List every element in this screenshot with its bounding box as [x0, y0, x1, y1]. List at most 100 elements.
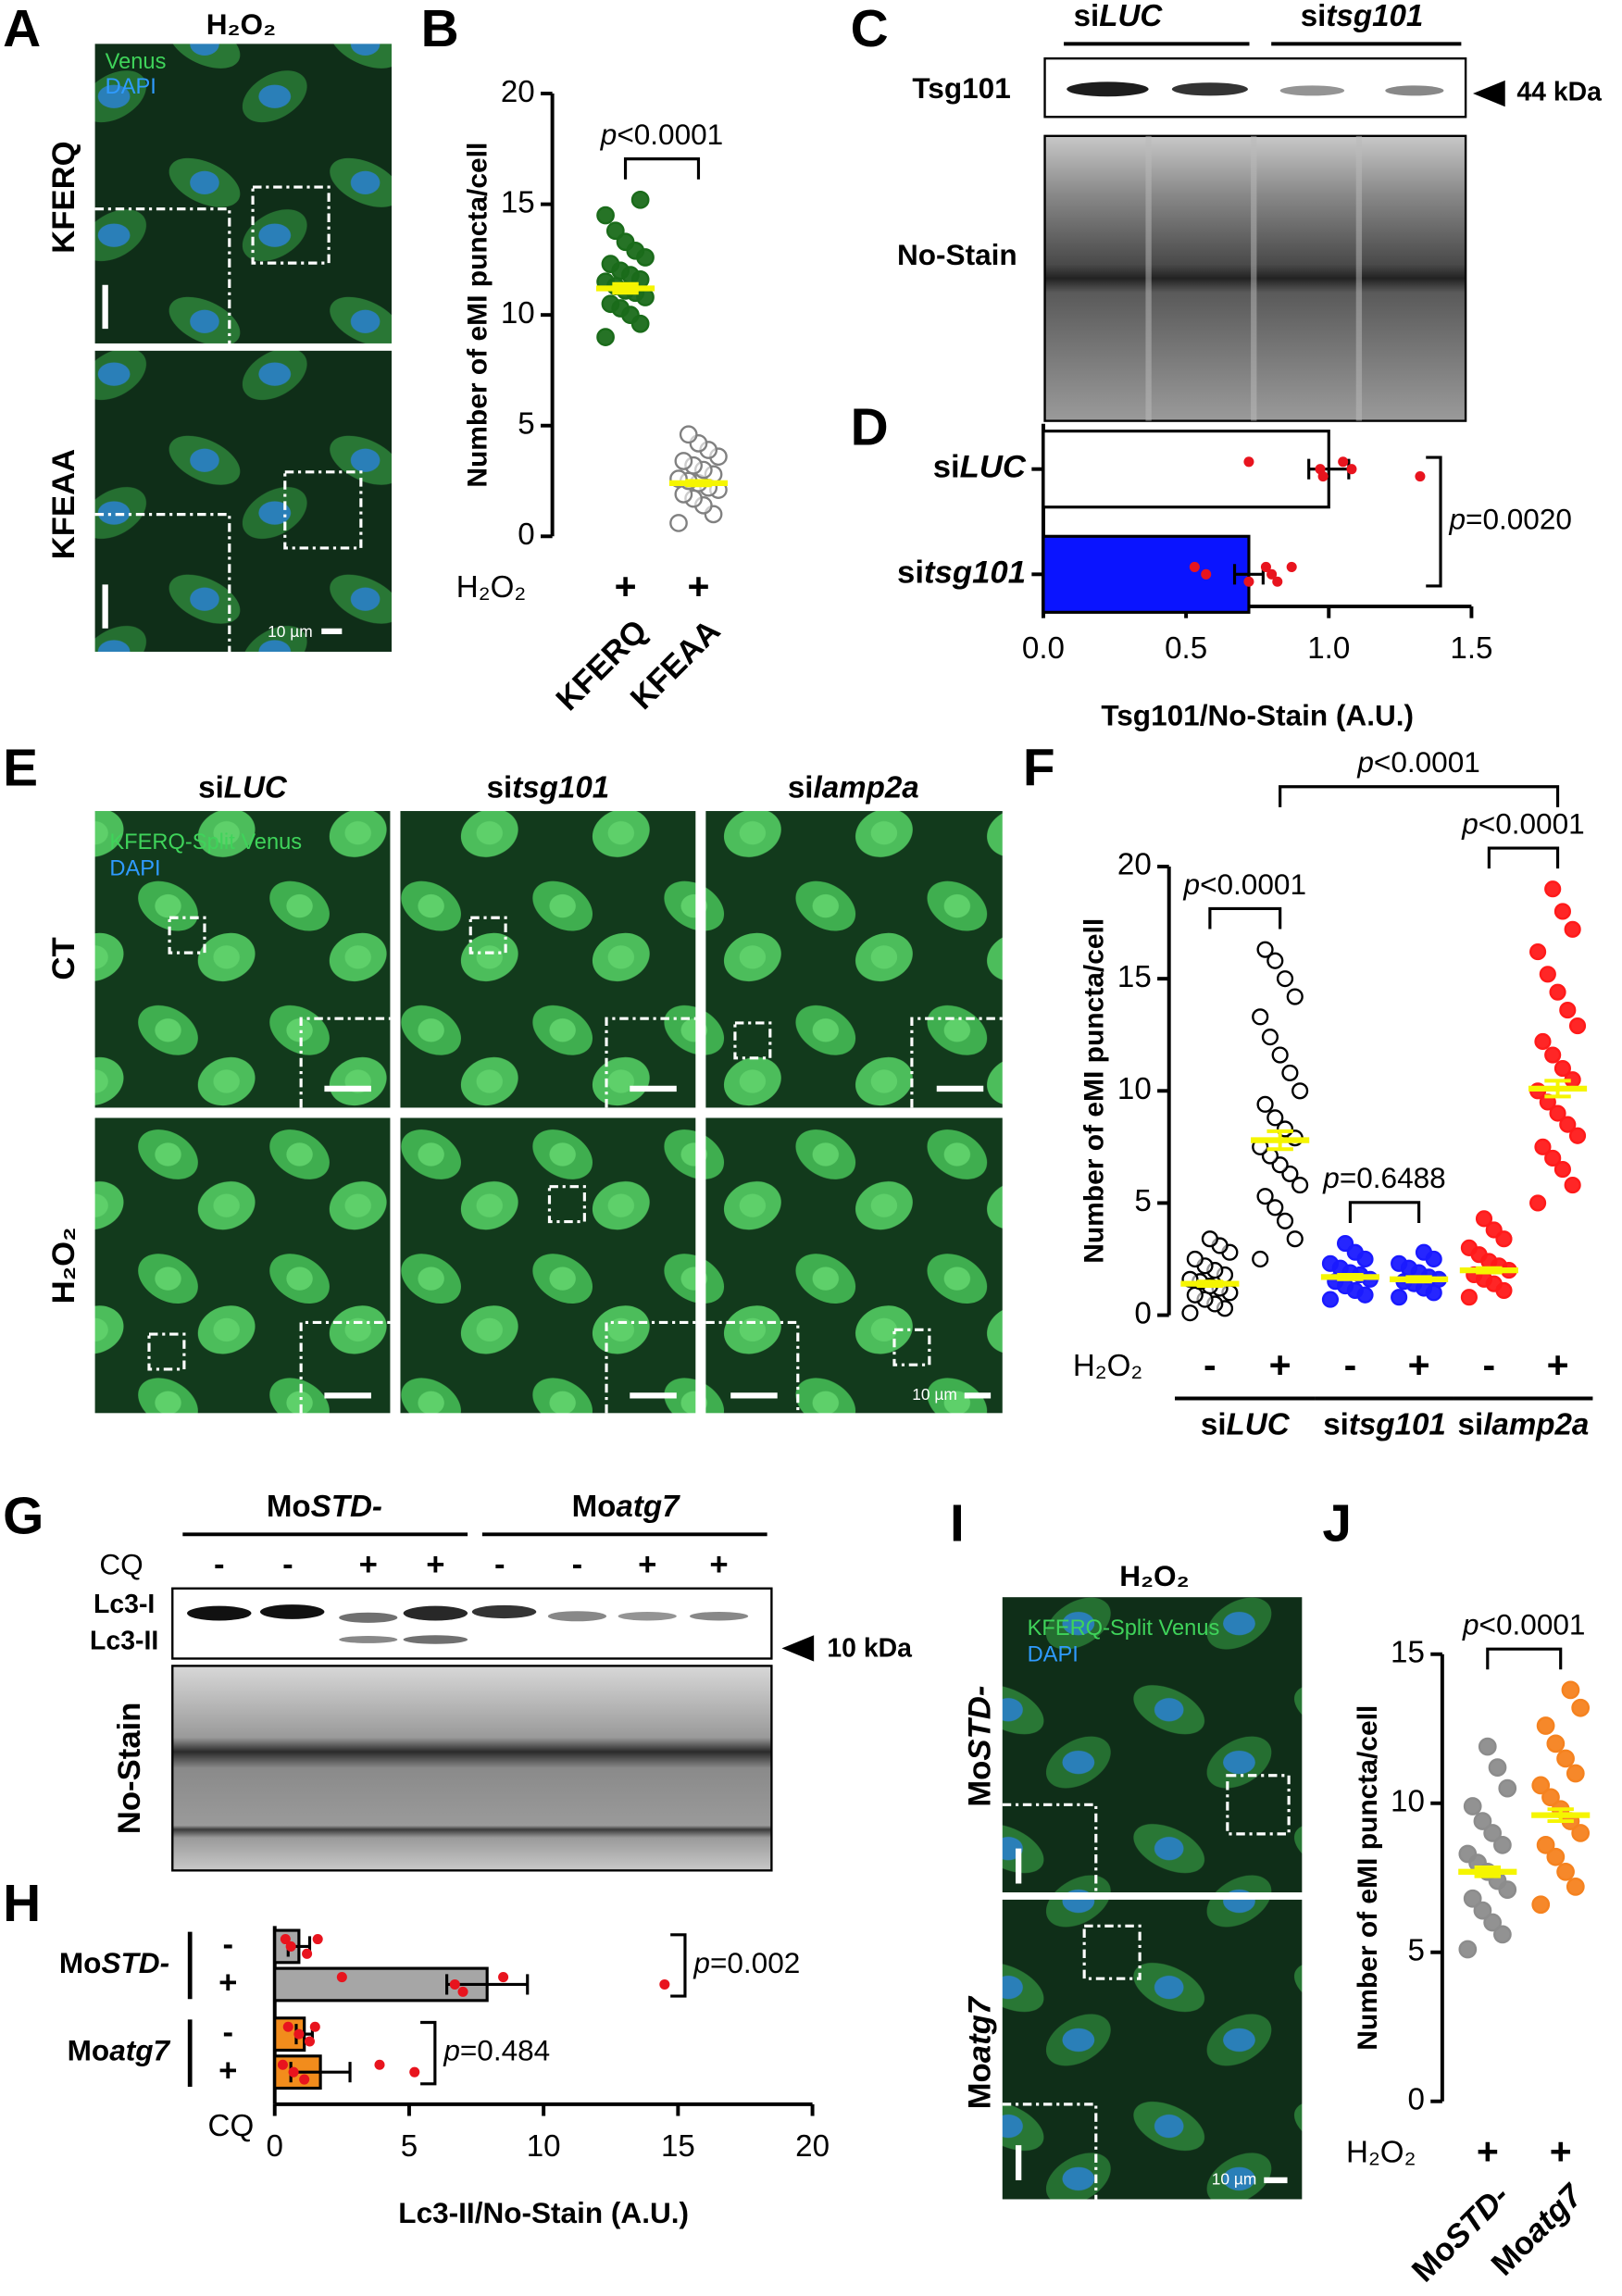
x-tick-label: 5 [401, 2129, 418, 2164]
treatment-sign: + [1550, 2129, 1572, 2172]
y-tick-label: 5 [1134, 1184, 1151, 1218]
error-bar [1474, 1865, 1501, 1878]
data-point [280, 1934, 291, 1945]
marker-label: 44 kDa [1516, 78, 1602, 107]
blot [171, 1665, 773, 1872]
data-point [1252, 1250, 1269, 1268]
data-point [1485, 1221, 1503, 1239]
lane-group-label: siLUC [1074, 0, 1164, 33]
panel-letter: D [851, 399, 889, 457]
data-point [659, 1978, 670, 1990]
significance-bracket [1426, 455, 1442, 588]
data-point [1553, 1161, 1571, 1179]
bar [1042, 534, 1251, 614]
treatment-label: CQ [99, 1547, 143, 1580]
band-label: Tsg101 [912, 71, 1010, 105]
treatment-sign: + [1477, 2129, 1499, 2172]
lane-group-label: MoSTD- [267, 1490, 382, 1524]
panel-letter: B [421, 0, 459, 58]
error-bar [1405, 1275, 1432, 1284]
significance-bracket [1208, 906, 1282, 930]
band-label: Lc3-I [94, 1590, 155, 1619]
micrograph-group [94, 44, 393, 652]
treatment-sign: + [1269, 1343, 1291, 1386]
data-point [1566, 1878, 1585, 1896]
error-bar [612, 281, 639, 295]
data-point [374, 2059, 385, 2070]
data-point [1539, 966, 1556, 983]
data-point [1256, 1188, 1274, 1205]
data-point [1534, 1032, 1552, 1051]
treatment-sign: + [615, 565, 637, 607]
y-tick-label: 20 [1117, 848, 1152, 882]
data-point [1201, 1230, 1218, 1248]
panel-letter: E [3, 739, 38, 797]
data-point [309, 2021, 320, 2032]
data-point [498, 1972, 509, 1983]
panel-letter: J [1322, 1494, 1352, 1553]
data-point [1243, 576, 1254, 587]
data-point [1415, 1243, 1433, 1261]
data-point [1460, 1289, 1478, 1306]
data-point [1483, 1824, 1503, 1842]
group-label: sitsg101 [1323, 1407, 1446, 1441]
data-point [1391, 1254, 1408, 1272]
panel-letter: A [3, 0, 41, 58]
y-tick-label: 0 [1407, 2082, 1424, 2116]
panel-letter: F [1023, 739, 1055, 797]
y-tick-label: sitsg101 [897, 555, 1026, 591]
data-point [1531, 1776, 1551, 1795]
scale-bar-label: 10 µm [1212, 2170, 1257, 2189]
treatment-sign: + [709, 1547, 728, 1582]
data-point [457, 1986, 468, 1997]
data-point [1544, 1149, 1562, 1167]
y-tick-label: 15 [1117, 960, 1152, 994]
channel-label: DAPI [109, 856, 160, 880]
data-point [1568, 1017, 1587, 1035]
data-point [1534, 1138, 1552, 1155]
treatment-sign: - [214, 1547, 225, 1582]
data-point [1291, 1082, 1309, 1100]
marker-arrow [1473, 80, 1505, 107]
treatment-sign: - [1344, 1343, 1357, 1386]
group-label: MoSTD- [59, 1946, 169, 1979]
y-tick-label: 15 [501, 185, 535, 219]
scale-bar [102, 284, 343, 635]
significance-bracket [1487, 846, 1560, 869]
bar [1042, 430, 1330, 509]
data-point [1336, 1234, 1354, 1253]
row-label: Moatg7 [963, 1995, 998, 2109]
y-axis-label: Number of eMI puncta/cell [463, 143, 493, 488]
significance-bracket [420, 2020, 437, 2086]
y-tick-label: 15 [1391, 1636, 1425, 1670]
data-point [1186, 1250, 1204, 1268]
data-point [1261, 1029, 1279, 1046]
data-point [1317, 471, 1329, 482]
p-value: p<0.0001 [600, 118, 723, 151]
micrograph [94, 44, 393, 343]
column-label: sitsg101 [487, 770, 610, 805]
x-tick-label: 0.5 [1165, 631, 1207, 666]
data-point [1321, 1254, 1340, 1272]
y-tick-label: 10 [1117, 1072, 1152, 1106]
channel-label: KFERQ-Split Venus [1028, 1616, 1220, 1641]
data-point [1493, 1835, 1512, 1854]
data-point [1536, 1835, 1555, 1854]
data-point [1556, 1749, 1575, 1768]
data-point [1189, 561, 1200, 572]
data-point [674, 452, 693, 470]
scale-bar-label: 10 µm [268, 622, 313, 641]
treatment-sign: + [359, 1547, 378, 1582]
error-bar [1476, 1266, 1503, 1275]
y-tick-label: 5 [518, 406, 534, 441]
data-point [1463, 1797, 1482, 1816]
column-label: siLUC [198, 770, 288, 805]
y-tick-label: 0 [518, 518, 534, 552]
micrograph [1002, 1899, 1303, 2200]
row-label: MoSTD- [963, 1686, 998, 1807]
data-point [596, 206, 615, 225]
micrograph [1002, 1597, 1303, 1893]
row-label: CT [46, 937, 81, 980]
data-point [1561, 1680, 1580, 1700]
data-point [277, 2059, 288, 2070]
